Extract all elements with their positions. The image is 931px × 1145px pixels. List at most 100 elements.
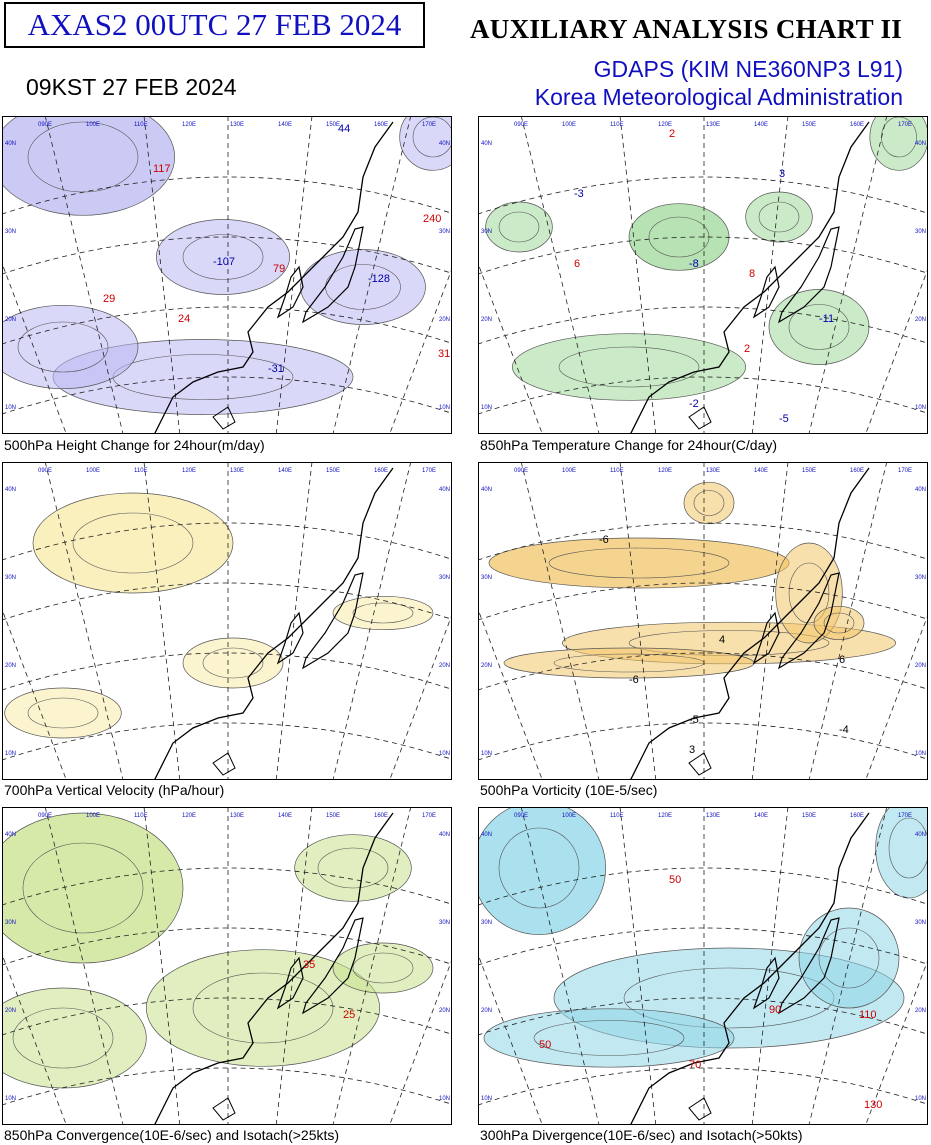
latitude-label-right: 30N [439,229,450,235]
latitude-line [3,236,451,275]
value-label: -11 [819,313,834,325]
contour-line [818,927,880,989]
latitude-line [3,927,451,966]
value-label: 3 [689,744,695,756]
map-panel-2: 090E 100E 110E 120E 130E 140E 150E 160E 170E 40N 4… [478,116,928,434]
panel-caption-5: 850hPa Convergence(10E-6/sec) and Isotac… [4,1127,340,1143]
map-svg: 090E 100E 110E 120E 130E 140E 150E 160E 170E 40N 4… [479,117,927,433]
longitude-label: 090E [38,468,52,474]
value-label: -31 [268,363,284,375]
longitude-label: 150E [802,122,816,128]
latitude-line [3,1067,451,1106]
longitude-line [479,955,543,1124]
panel-caption-1: 500hPa Height Change for 24hour(m/day) [4,437,265,453]
latitude-label-left: 20N [5,663,16,669]
latitude-label-right: 10N [915,405,926,411]
shaded-region [4,688,122,738]
value-label: 240 [423,213,441,225]
longitude-line [479,610,543,779]
coastline-japan [777,572,840,670]
longitude-label: 160E [374,813,388,819]
longitude-label: 150E [326,122,340,128]
longitude-label: 130E [230,813,244,819]
latitude-line [479,582,927,621]
value-label: 35 [303,959,315,971]
latitude-label-right: 30N [439,920,450,926]
chart-code: AXAS2 00UTC 27 FEB 2024 [27,7,402,42]
shaded-region [294,834,412,902]
value-label: 3 [779,168,785,180]
longitude-label: 100E [562,468,576,474]
shaded-region [504,648,754,678]
contour-line [332,942,434,994]
longitude-label: 160E [374,122,388,128]
latitude-label-left: 30N [481,575,492,581]
contour-line [4,687,122,739]
contour-line [352,952,414,984]
contour-line [399,117,451,171]
longitude-label: 130E [706,122,720,128]
value-label: 90 [769,1004,781,1016]
coastline-island [212,406,236,430]
longitude-label: 090E [514,813,528,819]
longitude-label: 120E [658,468,672,474]
latitude-label-left: 10N [5,405,16,411]
coastline-island [212,1097,236,1121]
shaded-region [33,493,233,593]
shaded-region [333,596,433,630]
contour-line [145,949,381,1067]
longitude-label: 170E [898,813,912,819]
shaded-region [399,117,451,171]
latitude-label-right: 20N [915,663,926,669]
coastline-japan [777,917,840,1015]
coastline-mainland [154,121,394,433]
longitude-label: 170E [422,468,436,474]
value-label: -6 [599,534,609,546]
longitude-line [865,270,927,433]
shaded-region [333,943,433,993]
value-label: 50 [539,1039,551,1051]
latitude-line [3,306,451,345]
coastline-korea [276,265,304,319]
coastline-mainland [630,121,870,433]
map-panel-4: 090E 100E 110E 120E 130E 140E 150E 160E 170E 40N 4… [478,462,928,780]
latitude-line [479,306,927,345]
contour-line [498,211,540,243]
longitude-label: 160E [850,122,864,128]
latitude-line [479,376,927,415]
latitude-label-left: 40N [481,832,492,838]
longitude-line [479,264,543,433]
shaded-region [489,538,789,588]
longitude-label: 100E [86,468,100,474]
value-label: 4 [719,634,725,646]
longitude-line [865,616,927,779]
longitude-label: 170E [898,468,912,474]
longitude-line [143,463,181,779]
longitude-label: 170E [422,122,436,128]
longitude-line [619,463,657,779]
contour-line [17,321,109,373]
contour-line [412,117,451,158]
latitude-line [479,927,927,966]
contour-line [155,219,291,295]
longitude-line [521,117,600,433]
coastline-korea [752,611,780,665]
longitude-label: 170E [898,122,912,128]
longitude-line [3,610,67,779]
longitude-line [751,463,789,779]
contour-line [317,847,389,889]
chart-code-box: AXAS2 00UTC 27 FEB 2024 [4,2,425,48]
longitude-label: 120E [182,468,196,474]
longitude-line [751,808,789,1124]
coastline-korea [276,956,304,1010]
contour-line [548,547,730,579]
contour-line [693,490,725,516]
longitude-line [45,808,124,1124]
latitude-label-left: 10N [5,1096,16,1102]
latitude-label-right: 20N [915,317,926,323]
shaded-region [512,333,746,401]
latitude-line [479,176,927,215]
latitude-label-left: 30N [5,575,16,581]
latitude-label-right: 10N [915,751,926,757]
longitude-line [3,264,67,433]
